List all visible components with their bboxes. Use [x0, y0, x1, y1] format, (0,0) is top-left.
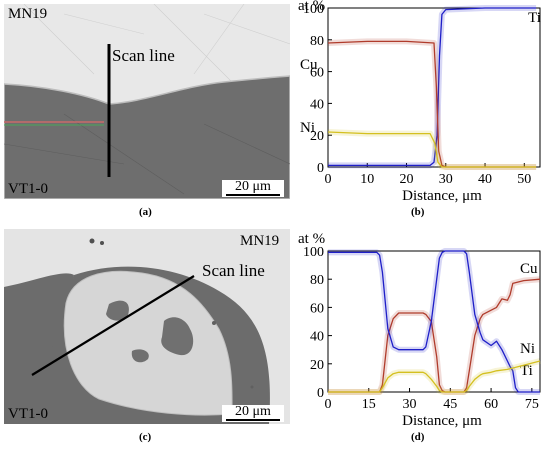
scale-bar-text: 20 μm [235, 404, 271, 419]
x-axis-label: Distance, μm [402, 188, 482, 204]
x-tick-label: 50 [517, 172, 531, 187]
panel-label-b: (b) [411, 206, 425, 218]
x-tick-label: 15 [362, 397, 376, 412]
series-label-ni: Ni [520, 341, 535, 357]
dot-3 [212, 321, 216, 325]
micrograph-c: MN19 Scan line VT1-0 20 μm [4, 229, 290, 424]
dot-1 [89, 238, 95, 244]
x-axis-label: Distance, μm [402, 413, 482, 429]
x-tick-label: 30 [403, 397, 417, 412]
y-tick-label: 20 [310, 358, 324, 373]
chart-b-svg: at % 0 20 40 60 80 100 0 10 20 30 40 50 Distance, μm T… [298, 0, 541, 204]
series-line-ni [328, 360, 541, 393]
y-tick-label: 0 [317, 386, 324, 401]
chart-b: at % 0 20 40 60 80 100 0 10 20 30 40 50 Distance, μm T… [294, 0, 550, 222]
scale-bar-box: 20 μm [222, 404, 284, 422]
y-tick-label: 20 [310, 129, 324, 144]
series-label-cu: Cu [300, 57, 318, 73]
plot-frame [327, 250, 541, 393]
series-line-ti [328, 7, 537, 167]
series-label-ni: Ni [300, 120, 315, 136]
bottom-material-label: VT1-0 [8, 406, 48, 422]
lower-scratches [4, 113, 290, 195]
panel-label-a: (a) [139, 206, 152, 218]
chart-d: at % 0 20 40 60 80 100 0 15 30 45 60 75 Distance, μm C… [294, 225, 550, 447]
series-label-ti: Ti [528, 10, 541, 26]
panel-label-d: (d) [411, 431, 425, 443]
x-tick-label: 10 [360, 172, 374, 187]
x-tick-label: 75 [525, 397, 539, 412]
inclusion-2 [161, 317, 194, 356]
bottom-material-label: VT1-0 [8, 181, 48, 197]
scale-bar-line [226, 194, 280, 196]
surface-scratches [23, 4, 290, 85]
plot-frame [327, 7, 541, 168]
x-tick-label: 30 [439, 172, 453, 187]
x-tick-label: 45 [443, 397, 457, 412]
y-tick-label: 0 [317, 161, 324, 176]
top-material-label: MN19 [8, 6, 48, 22]
x-tick-label: 40 [478, 172, 492, 187]
dot-4 [250, 385, 254, 389]
y-tick-label: 100 [303, 2, 324, 17]
panel-label-c: (c) [139, 431, 152, 443]
dot-2 [100, 241, 104, 245]
chart-d-svg: at % 0 20 40 60 80 100 0 15 30 45 60 75 Distance, μm C… [298, 231, 541, 429]
y-tick-label: 60 [310, 66, 324, 81]
x-tick-label: 20 [400, 172, 414, 187]
x-tick-label: 0 [325, 172, 332, 187]
scale-bar-line [226, 419, 280, 421]
scan-line [31, 275, 195, 376]
micrograph-c-image [4, 229, 290, 424]
y-tick-label: 40 [310, 97, 324, 112]
inclusion-1 [106, 300, 129, 321]
x-tick-label: 0 [325, 397, 332, 412]
y-tick-label: 100 [303, 245, 324, 260]
y-tick-label: 60 [310, 301, 324, 316]
scan-line-label: Scan line [112, 46, 175, 65]
lower-phase-region [4, 75, 290, 199]
y-tick-label: 80 [310, 273, 324, 288]
inclusion-3 [131, 349, 149, 363]
scan-line-label: Scan line [202, 261, 265, 280]
series-label-ti: Ti [520, 363, 533, 379]
series-line-ti [328, 250, 540, 393]
scale-bar-box: 20 μm [222, 179, 284, 197]
x-tick-label: 60 [484, 397, 498, 412]
top-material-label: MN19 [240, 233, 280, 249]
y-tick-label: 80 [310, 34, 324, 49]
y-axis-label: at % [298, 231, 325, 247]
series-label-cu: Cu [520, 261, 538, 277]
scale-bar-text: 20 μm [235, 179, 271, 194]
light-phase-island [63, 270, 233, 416]
dark-phase-left [4, 273, 74, 424]
series-band-cu [327, 38, 537, 170]
y-tick-label: 40 [310, 330, 324, 345]
micrograph-a-image [4, 4, 290, 199]
y-axis-label: at % [298, 0, 325, 14]
series-line-ni [327, 131, 537, 168]
micrograph-a: MN19 Scan line VT1-0 20 μm [4, 4, 290, 199]
